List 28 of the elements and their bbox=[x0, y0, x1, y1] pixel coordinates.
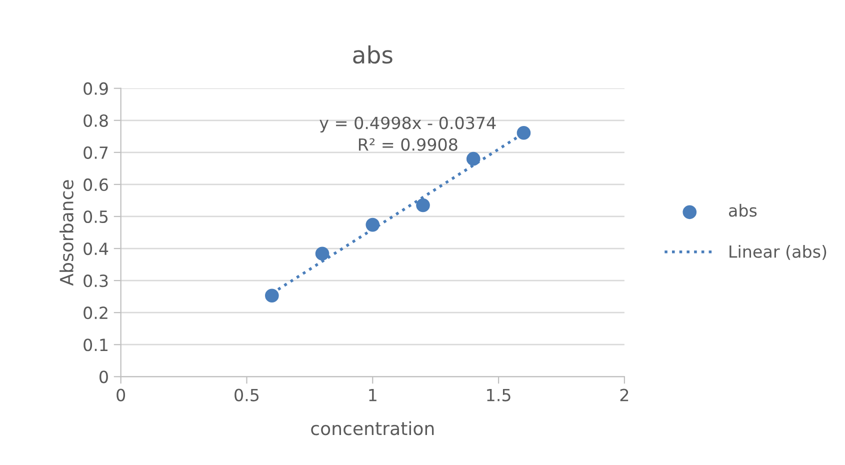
x-tick-label: 0.5 bbox=[234, 388, 259, 402]
legend-label: abs bbox=[728, 204, 757, 217]
y-tick-label: 0.4 bbox=[84, 242, 108, 256]
y-tick-label: 0.1 bbox=[84, 338, 108, 352]
y-tick-label: 0.9 bbox=[84, 82, 108, 95]
y-tick-label: 0.3 bbox=[84, 274, 108, 288]
y-tick-label: 0 bbox=[100, 370, 108, 384]
x-tick-label: 1.5 bbox=[487, 388, 510, 402]
y-tick-label: 0.2 bbox=[84, 306, 108, 320]
y-tick-label: 0.8 bbox=[84, 114, 108, 127]
point bbox=[516, 126, 531, 140]
y-axis-title: Absorbance bbox=[59, 180, 74, 286]
point bbox=[366, 218, 380, 232]
point bbox=[466, 152, 480, 166]
point bbox=[315, 246, 330, 261]
annotation: y = 0.4998x - 0.0374 bbox=[320, 116, 496, 132]
chart-title: abs bbox=[353, 45, 392, 64]
x-axis-title: concentration bbox=[311, 421, 434, 436]
annotation: R² = 0.9908 bbox=[358, 138, 458, 151]
point bbox=[416, 198, 430, 212]
legend-label: Linear (abs) bbox=[730, 245, 826, 260]
y-tick-label: 0.5 bbox=[84, 210, 108, 224]
x-tick-label: 2 bbox=[620, 388, 628, 402]
y-tick-label: 0.6 bbox=[84, 178, 108, 192]
x-tick-label: 0 bbox=[116, 388, 126, 402]
point bbox=[265, 288, 279, 303]
x-tick-label: 1 bbox=[369, 388, 376, 402]
y-tick-label: 0.7 bbox=[84, 146, 108, 159]
